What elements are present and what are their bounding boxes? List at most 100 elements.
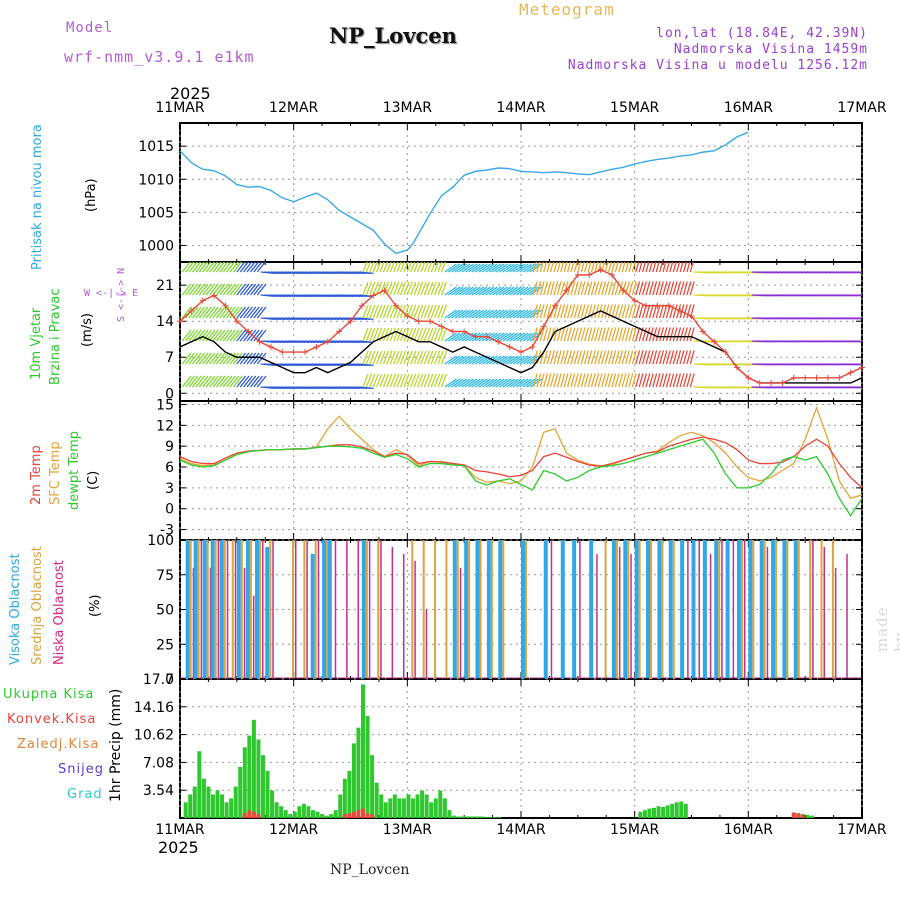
wind-arrow bbox=[191, 306, 202, 319]
wind-arrow bbox=[645, 373, 651, 388]
precip-total-bar bbox=[670, 803, 675, 818]
wind-arrow bbox=[857, 386, 862, 388]
cloud-low-bar bbox=[721, 540, 723, 679]
cloud-high-bar bbox=[543, 540, 548, 679]
precip-total-bar bbox=[242, 747, 247, 818]
wind-arrow bbox=[566, 373, 572, 388]
wind-arrow bbox=[655, 281, 661, 296]
wind-arrow bbox=[512, 286, 525, 296]
wind-arrow bbox=[427, 281, 434, 296]
wind-arrow bbox=[645, 262, 650, 273]
wind-arrow bbox=[212, 375, 223, 388]
cloud-mid-bar bbox=[445, 540, 448, 679]
wind-arrow bbox=[437, 350, 444, 365]
wind-arrow bbox=[461, 286, 474, 296]
wind-arrow bbox=[495, 286, 508, 296]
wind-arrow bbox=[672, 373, 678, 388]
wind-arrow bbox=[447, 378, 461, 388]
wind-arrow bbox=[635, 262, 640, 273]
cloud-low-bar bbox=[812, 540, 814, 679]
wind-arrow bbox=[253, 375, 264, 388]
cloud-mid-bar bbox=[249, 540, 252, 679]
precip-total-bar bbox=[379, 794, 384, 818]
wind-arrow bbox=[502, 286, 515, 296]
wind-arrow bbox=[430, 350, 437, 365]
wind-arrow bbox=[461, 309, 474, 319]
wind-arrow bbox=[379, 304, 386, 319]
wind-arrow bbox=[219, 329, 229, 342]
precip-total-bar bbox=[288, 814, 293, 818]
precip-total-bar bbox=[465, 816, 470, 818]
precip-total-bar bbox=[329, 814, 334, 818]
wind-arrow bbox=[522, 309, 536, 319]
wind-arrow bbox=[665, 262, 670, 273]
wind-arrow bbox=[543, 327, 549, 342]
wind-arrow bbox=[669, 281, 675, 296]
wind-arrow bbox=[614, 327, 620, 342]
wind-arrow bbox=[631, 281, 637, 296]
wind-arrow bbox=[659, 327, 665, 342]
wind-arrow bbox=[437, 262, 443, 273]
wind-arrow bbox=[215, 306, 226, 319]
wind-arrow bbox=[198, 283, 209, 296]
model-name: wrf-nmm_v3.9.1 e1km bbox=[64, 48, 255, 66]
wind-arrow bbox=[376, 327, 383, 342]
wind-arrow bbox=[587, 373, 593, 388]
wind-arrow bbox=[249, 262, 260, 273]
wind-arrow bbox=[662, 350, 668, 365]
wind-arrow bbox=[522, 286, 536, 296]
wind-arrow bbox=[597, 281, 603, 296]
cloud-mid-bar bbox=[786, 540, 789, 679]
wind-arrow bbox=[529, 309, 543, 319]
wind-arrow bbox=[249, 352, 260, 365]
wind-arrow bbox=[665, 327, 671, 342]
precip-total-bar bbox=[251, 719, 256, 818]
wind-arrow bbox=[403, 373, 410, 388]
wind-arrow bbox=[539, 304, 545, 319]
wind-arrow bbox=[672, 327, 678, 342]
precip-total-bar bbox=[809, 815, 814, 818]
wind-arrow bbox=[430, 327, 437, 342]
cloud-high-bar bbox=[736, 540, 741, 679]
wind-arrow bbox=[191, 352, 202, 365]
wind-arrow bbox=[209, 352, 219, 365]
wind-arrow bbox=[444, 332, 457, 342]
wind-arrow bbox=[440, 350, 448, 365]
wind-arrow bbox=[488, 309, 502, 319]
wind-arrow bbox=[382, 327, 390, 342]
cloud-low-bar bbox=[414, 560, 416, 679]
wind-arrow bbox=[499, 309, 512, 319]
wind-arrow bbox=[563, 304, 569, 319]
wind-arrow bbox=[222, 283, 233, 296]
wind-arrow bbox=[219, 262, 229, 273]
wind-arrow bbox=[560, 304, 566, 319]
legend-total: Ukupna Kisa bbox=[3, 687, 95, 702]
cloud-low-bar bbox=[294, 540, 297, 679]
precip-total-bar bbox=[365, 715, 370, 818]
wind-arrow bbox=[516, 263, 529, 273]
wind-arrow bbox=[471, 263, 485, 273]
wind-arrow bbox=[181, 262, 192, 273]
lonlat-label: lon,lat (18.84E, 42.39N) bbox=[656, 26, 868, 41]
wind-arrow bbox=[543, 304, 549, 319]
wind-arrow bbox=[522, 378, 536, 388]
y-tick-label: 25 bbox=[156, 637, 174, 653]
wind-arrow bbox=[239, 352, 250, 365]
wind-arrow bbox=[549, 262, 555, 273]
precip-conv-bar bbox=[256, 814, 261, 818]
wind-arrow bbox=[601, 350, 607, 365]
wind-arrow bbox=[447, 263, 461, 273]
wind-arrow bbox=[611, 373, 617, 388]
cloud-low-bar bbox=[226, 540, 229, 679]
precip-conv-bar bbox=[347, 813, 352, 818]
cloud-low-bar bbox=[334, 540, 337, 679]
wind-arrow bbox=[590, 350, 596, 365]
precip-total-bar bbox=[301, 803, 306, 818]
wind-arrow bbox=[215, 262, 226, 273]
wind-arrow bbox=[618, 373, 624, 388]
wind-arrow bbox=[587, 327, 593, 342]
cloud-low-bar bbox=[579, 540, 581, 679]
wind-arrow bbox=[560, 262, 565, 273]
wind-arrow bbox=[458, 378, 471, 388]
wind-arrow bbox=[580, 262, 585, 273]
